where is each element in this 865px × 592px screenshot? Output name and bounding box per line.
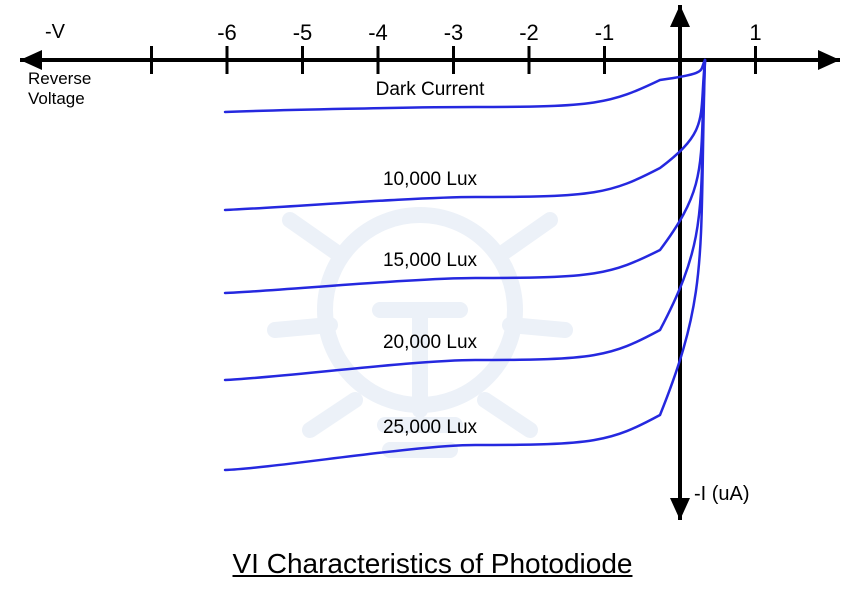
x-tick-label: 1 bbox=[749, 20, 761, 45]
chart-title: VI Characteristics of Photodiode bbox=[0, 548, 865, 580]
x-axis-sublabel: Voltage bbox=[28, 89, 85, 108]
x-tick-label: -1 bbox=[595, 20, 615, 45]
x-axis-arrow-left-icon bbox=[20, 50, 42, 70]
y-axis-arrow-up-icon bbox=[670, 5, 690, 27]
x-axis-label: -V bbox=[45, 21, 66, 43]
y-axis-arrow-down-icon bbox=[670, 498, 690, 520]
x-axis-arrow-right-icon bbox=[818, 50, 840, 70]
plot-svg: -6 -5 -4 -3 -2 -1 1 -V ReverseVoltage -I (uA) Dark… bbox=[0, 0, 865, 560]
series-label: Dark Current bbox=[376, 79, 485, 100]
y-axis-label: -I (uA) bbox=[694, 483, 750, 505]
series-label: 25,000 Lux bbox=[383, 417, 478, 438]
series-label: 10,000 Lux bbox=[383, 169, 478, 190]
x-tick-label: -4 bbox=[368, 20, 388, 45]
x-axis-sublabel: Reverse bbox=[28, 69, 91, 88]
x-tick-label: -3 bbox=[444, 20, 464, 45]
x-tick-label: -6 bbox=[217, 20, 237, 45]
series-label: 20,000 Lux bbox=[383, 332, 478, 353]
chart-stage: -6 -5 -4 -3 -2 -1 1 -V ReverseVoltage -I (uA) Dark… bbox=[0, 0, 865, 592]
x-tick-label: -2 bbox=[519, 20, 539, 45]
series-label: 15,000 Lux bbox=[383, 250, 478, 271]
x-tick-label: -5 bbox=[293, 20, 313, 45]
